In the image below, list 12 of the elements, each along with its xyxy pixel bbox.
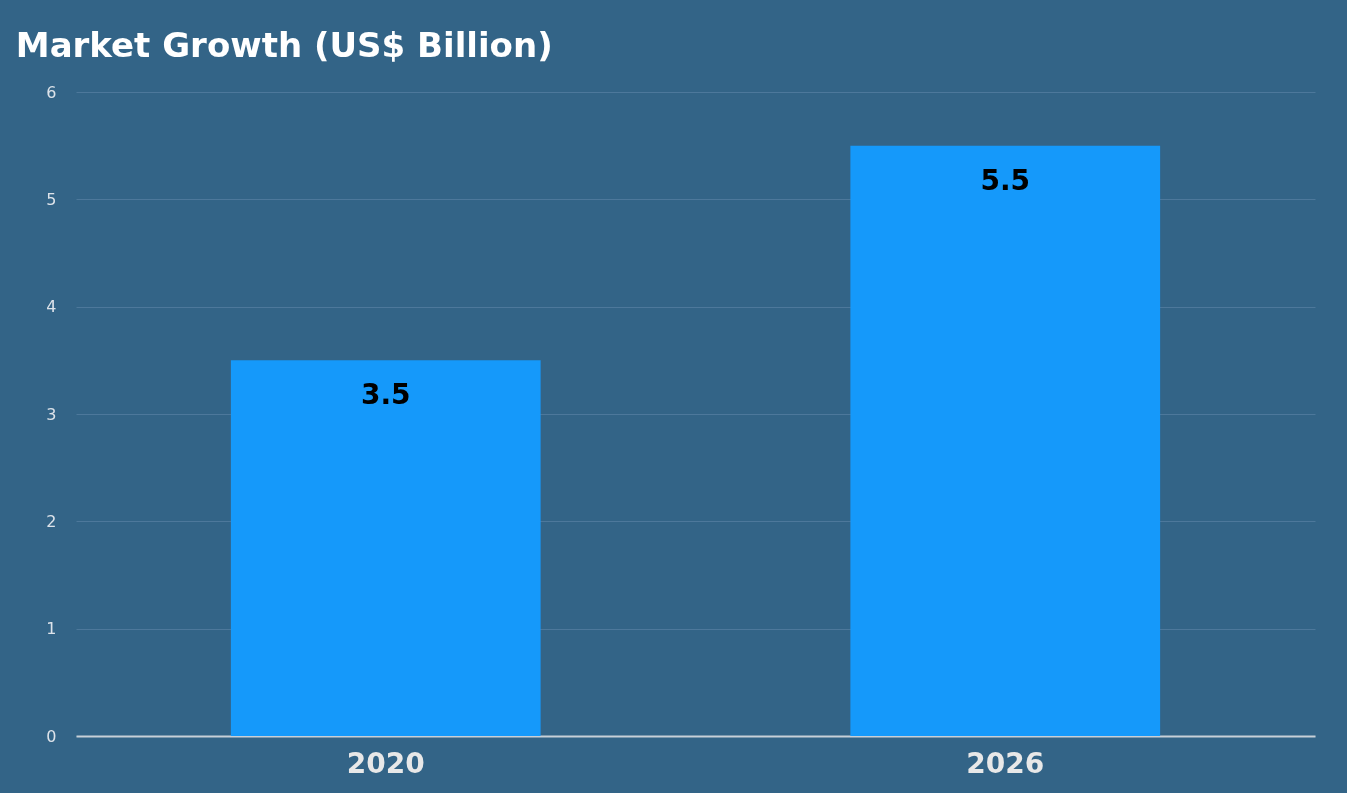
x-tick-label: 2026 bbox=[966, 746, 1045, 780]
y-tick-label: 0 bbox=[46, 726, 57, 746]
data-label: 3.5 bbox=[360, 378, 411, 412]
x-tick-label: 2020 bbox=[346, 746, 425, 780]
y-tick-label: 3 bbox=[46, 404, 57, 424]
data-label: 5.5 bbox=[980, 163, 1031, 197]
y-tick-label: 4 bbox=[46, 297, 57, 317]
y-tick-label: 1 bbox=[46, 619, 57, 639]
y-tick-label: 6 bbox=[46, 82, 57, 102]
chart-title: Market Growth (US$ Billion) bbox=[15, 25, 553, 65]
y-tick-label: 5 bbox=[46, 189, 57, 209]
y-tick-label: 2 bbox=[46, 511, 57, 531]
